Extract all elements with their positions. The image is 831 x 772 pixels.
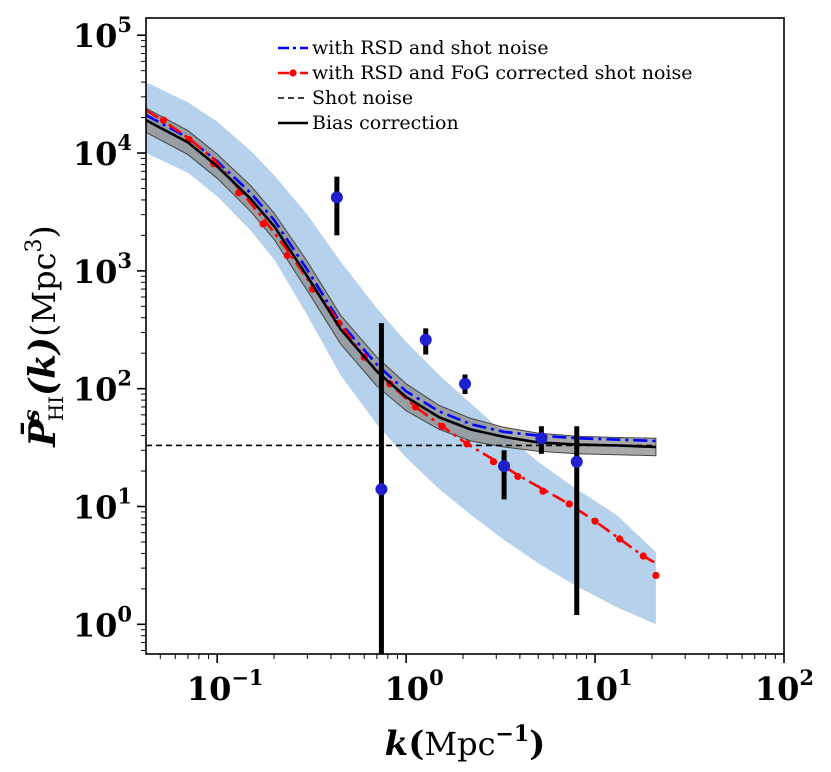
rsd-fog-marker xyxy=(514,472,522,481)
gray-band xyxy=(146,107,657,457)
y-axis-var: P̄ xyxy=(20,419,64,448)
rsd-fog-marker xyxy=(539,487,547,495)
legend-label: with RSD and shot noise xyxy=(312,37,548,59)
data-point xyxy=(419,333,432,346)
y-tick-label: 104 xyxy=(73,130,132,173)
rsd-fog-marker xyxy=(438,422,446,430)
bias-correction-line xyxy=(146,119,656,449)
data-point xyxy=(570,455,583,468)
data-point xyxy=(375,483,388,496)
measured-points xyxy=(330,176,583,654)
y-axis-unit: Mpc xyxy=(25,253,63,324)
rsd-fog-marker xyxy=(489,458,498,466)
data-point xyxy=(330,191,343,204)
y-tick-label: 100 xyxy=(73,601,132,644)
rsd-fog-marker xyxy=(235,189,243,197)
y-axis-sup: s xyxy=(19,409,45,422)
legend: with RSD and shot noise with RSD and FoG … xyxy=(278,37,692,134)
legend-label: Shot noise xyxy=(312,87,413,109)
rsd-fog-marker xyxy=(283,251,291,260)
rsd-fog-marker xyxy=(639,552,647,560)
x-axis-unit-exp: −1 xyxy=(495,721,529,747)
legend-label: with RSD and FoG corrected shot noise xyxy=(312,62,692,84)
axis-ticks: 10−1 100 101 102 100 101 102 103 104 105 xyxy=(73,12,814,708)
legend-marker xyxy=(289,69,297,77)
uncertainty-bands xyxy=(146,82,657,625)
rsd-fog-marker xyxy=(565,500,573,508)
y-tick-label: 102 xyxy=(73,366,132,409)
x-tick-label: 100 xyxy=(385,665,444,708)
x-axis-title: k(Mpc−1) xyxy=(385,721,546,764)
plot-frame xyxy=(145,17,785,655)
rsd-fog-marker xyxy=(463,440,471,448)
y-axis-unit-exp: 3 xyxy=(22,239,47,253)
rsd-fog-marker xyxy=(259,220,267,228)
rsd-fog-marker xyxy=(591,517,599,525)
x-tick-label: 102 xyxy=(755,665,814,708)
data-point xyxy=(459,377,472,390)
y-axis-arg: (k) xyxy=(22,337,64,396)
rsd-fog-marker xyxy=(159,116,168,124)
y-axis-sub: HI xyxy=(44,396,68,421)
model-curves xyxy=(146,109,660,580)
x-axis-var: k xyxy=(385,724,409,764)
rsd-fog-marker xyxy=(616,535,624,543)
y-tick-label: 105 xyxy=(73,12,132,55)
rsd-fog-marker xyxy=(652,571,660,580)
x-tick-label: 101 xyxy=(573,665,632,708)
y-axis-title: P̄sHI(k)(Mpc3) xyxy=(19,225,68,448)
rsd-shot-noise-line xyxy=(146,113,656,443)
legend-label: Bias correction xyxy=(312,112,459,134)
data-point xyxy=(535,432,548,445)
x-tick-label: 10−1 xyxy=(187,665,264,708)
x-axis-unit: Mpc xyxy=(424,725,495,763)
data-point xyxy=(498,460,511,473)
y-tick-label: 103 xyxy=(73,248,132,291)
y-tick-label: 101 xyxy=(73,484,132,527)
